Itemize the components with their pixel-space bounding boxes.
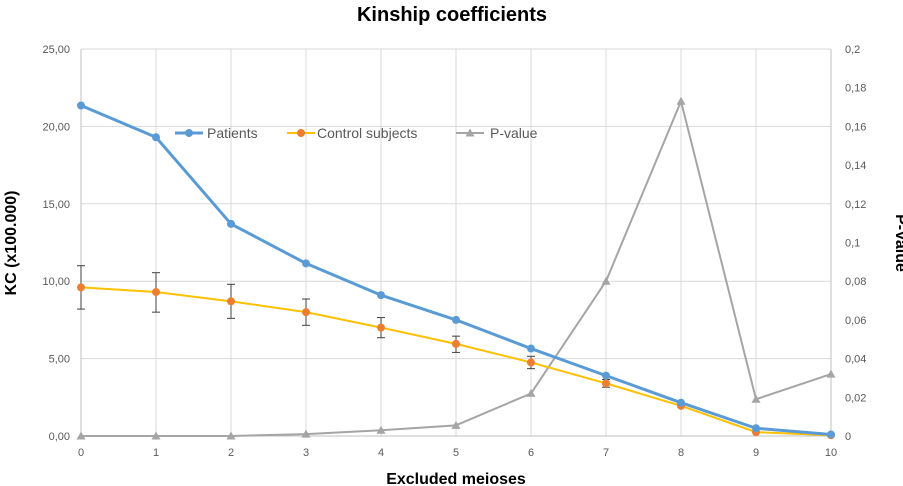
y2-tick-label: 0,08 [845,276,866,288]
data-point [602,371,610,380]
y2-tick-label: 0,04 [845,354,866,366]
y-tick-label: 20,00 [42,121,70,133]
data-point [151,431,161,440]
data-point [227,219,235,228]
data-point [677,398,685,407]
data-point [452,315,460,324]
data-point [227,297,235,306]
y-tick-label: 15,00 [42,199,70,211]
y-tick-label: 10,00 [42,276,70,288]
x-tick-label: 10 [825,447,837,459]
x-tick-label: 7 [603,447,609,459]
y2-tick-label: 0 [845,431,851,443]
data-point [676,96,686,105]
data-point [152,288,160,297]
data-point [602,379,610,388]
data-point [301,429,311,438]
y2-tick-label: 0,06 [845,315,866,327]
legend: Patients Control subjects P-value [175,125,538,141]
data-point [377,323,385,332]
x-tick-label: 8 [678,447,684,459]
x-axis-title: Excluded meioses [386,471,526,486]
legend-swatch-marker [297,129,305,137]
data-point [302,259,310,268]
series-layer [76,96,836,440]
x-tick-label: 9 [753,447,759,459]
data-point [752,424,760,433]
data-point [302,308,310,317]
series-p-value [76,96,836,440]
y2-tick-label: 0,16 [845,121,866,133]
legend-item: Control subjects [287,125,417,141]
axes: 0 1 2 3 4 5 6 7 8 9 10 0,00 5,00 10,00 15,00 20,00 25,00… [42,44,866,459]
x-tick-label: 1 [153,447,159,459]
data-point [152,133,160,142]
data-point [452,339,460,348]
legend-label: Control subjects [317,125,417,141]
y2-tick-label: 0,02 [845,392,866,404]
legend-item: P-value [456,125,538,141]
y2-axis-title: P-Value [892,214,903,272]
data-point [76,431,86,440]
y-tick-label: 5,00 [49,354,70,366]
x-tick-label: 5 [453,447,459,459]
data-point [826,369,836,378]
y-tick-label: 0,00 [49,431,70,443]
x-tick-label: 3 [303,447,309,459]
data-point [527,344,535,353]
x-tick-label: 6 [528,447,534,459]
y2-tick-label: 0,18 [845,83,866,95]
data-point [451,420,461,429]
gridlines [81,48,832,436]
legend-label: P-value [490,125,538,141]
y2-tick-label: 0,12 [845,199,866,211]
data-point [601,276,611,285]
data-point [376,425,386,434]
x-tick-label: 0 [78,447,84,459]
data-point [527,358,535,367]
data-point [77,101,85,110]
y2-tick-label: 0,2 [845,44,860,56]
series-patients [77,101,835,439]
data-point [377,291,385,300]
data-point [77,283,85,292]
legend-label: Patients [207,125,258,141]
y2-tick-label: 0,14 [845,160,866,172]
legend-swatch-marker [185,129,193,137]
legend-item: Patients [175,125,258,141]
x-tick-label: 4 [378,447,384,459]
data-point [226,431,236,440]
data-point [526,388,536,397]
data-point [751,394,761,403]
x-tick-label: 2 [228,447,234,459]
y-tick-label: 25,00 [42,44,70,56]
data-point [827,430,835,439]
legend-swatch-marker [465,128,475,137]
chart-title: Kinship coefficients [357,4,547,26]
y2-tick-label: 0,1 [845,238,860,250]
y-axis-title: KC (x100.000) [3,191,20,296]
